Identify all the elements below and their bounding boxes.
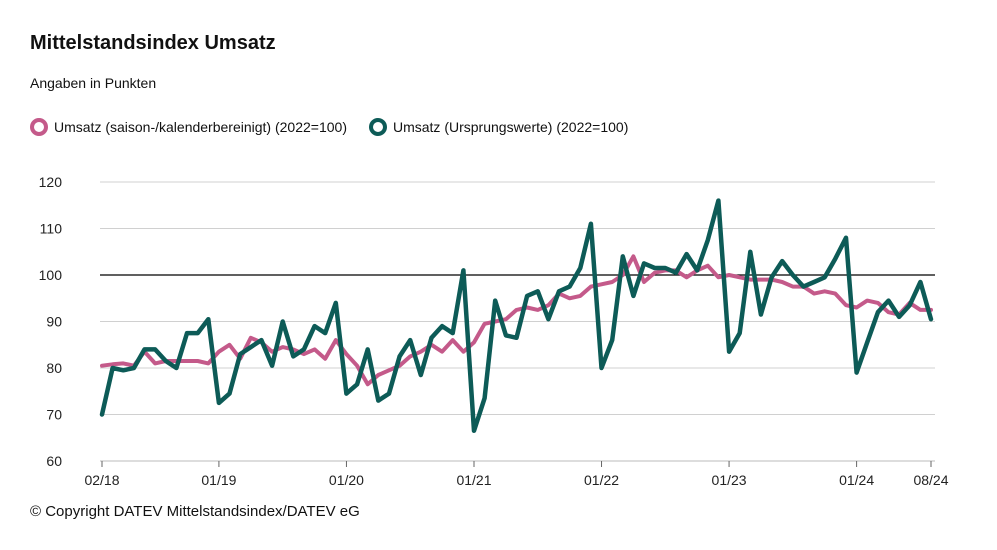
x-tick-label: 01/23 [712, 472, 747, 488]
legend-label-adjusted: Umsatz (saison-/kalenderbereinigt) (2022… [54, 119, 347, 135]
legend-marker-adjusted [30, 118, 48, 136]
legend: Umsatz (saison-/kalenderbereinigt) (2022… [30, 118, 650, 136]
y-tick-label: 90 [46, 314, 62, 330]
chart-subtitle: Angaben in Punkten [30, 75, 157, 91]
y-tick-label: 110 [40, 221, 63, 237]
gridlines [100, 181, 935, 462]
x-tick-label: 01/24 [839, 472, 874, 488]
series-lines [99, 198, 934, 434]
chart-title: Mittelstandsindex Umsatz [30, 32, 276, 54]
x-tick-label: 01/20 [329, 472, 364, 488]
y-tick-label: 80 [46, 360, 62, 376]
x-tick-label: 01/19 [201, 472, 236, 488]
y-tick-label: 70 [46, 407, 62, 423]
y-axis-ticks: 60 70 80 90 100 110 120 [39, 174, 63, 469]
y-tick-label: 100 [39, 267, 63, 283]
x-tick-label: 01/22 [584, 472, 619, 488]
legend-marker-original [368, 118, 387, 136]
legend-label-original: Umsatz (Ursprungswerte) (2022=100) [392, 119, 629, 135]
x-axis: 02/18 01/19 01/20 01/21 01/22 01/23 01/24 08/24 [84, 461, 949, 488]
series-line-original [99, 198, 934, 434]
x-tick-label: 08/24 [913, 472, 948, 488]
copyright-footer: © Copyright DATEV Mittelstandsindex/DATE… [30, 503, 360, 520]
legend-item-original: Umsatz (Ursprungswerte) (2022=100) [368, 118, 629, 136]
y-tick-label: 120 [39, 174, 63, 190]
legend-item-adjusted: Umsatz (saison-/kalenderbereinigt) (2022… [30, 118, 347, 136]
y-tick-label: 60 [46, 453, 62, 469]
x-tick-label: 02/18 [84, 472, 119, 488]
x-tick-label: 01/21 [456, 472, 491, 488]
